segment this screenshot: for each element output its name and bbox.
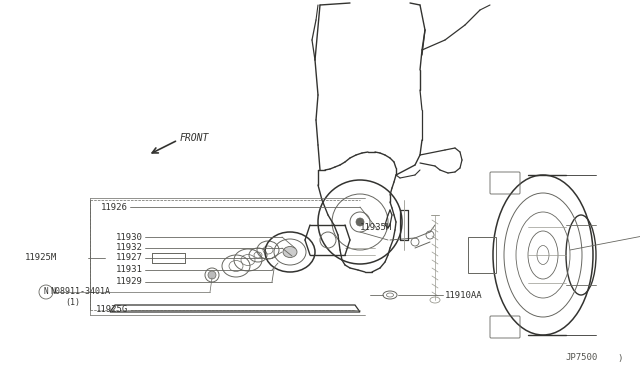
- Circle shape: [356, 218, 364, 226]
- Text: 11931: 11931: [116, 266, 143, 275]
- Text: FRONT: FRONT: [180, 133, 209, 143]
- Text: 11910AA: 11910AA: [445, 291, 483, 299]
- Text: 11935M: 11935M: [360, 224, 392, 232]
- Text: (1): (1): [65, 298, 80, 307]
- Ellipse shape: [283, 247, 297, 257]
- Text: 11929: 11929: [116, 278, 143, 286]
- Text: N08911-3401A: N08911-3401A: [50, 288, 110, 296]
- Circle shape: [208, 271, 216, 279]
- Bar: [468, 237, 496, 273]
- Text: 11927: 11927: [116, 253, 143, 263]
- Text: ): ): [617, 353, 622, 362]
- Text: 11926: 11926: [101, 202, 128, 212]
- Text: 11925M: 11925M: [25, 253, 57, 263]
- Text: 11925G: 11925G: [96, 305, 128, 314]
- Text: 11930: 11930: [116, 232, 143, 241]
- Text: 11932: 11932: [116, 244, 143, 253]
- Text: JP7500: JP7500: [565, 353, 597, 362]
- Text: N: N: [44, 288, 48, 296]
